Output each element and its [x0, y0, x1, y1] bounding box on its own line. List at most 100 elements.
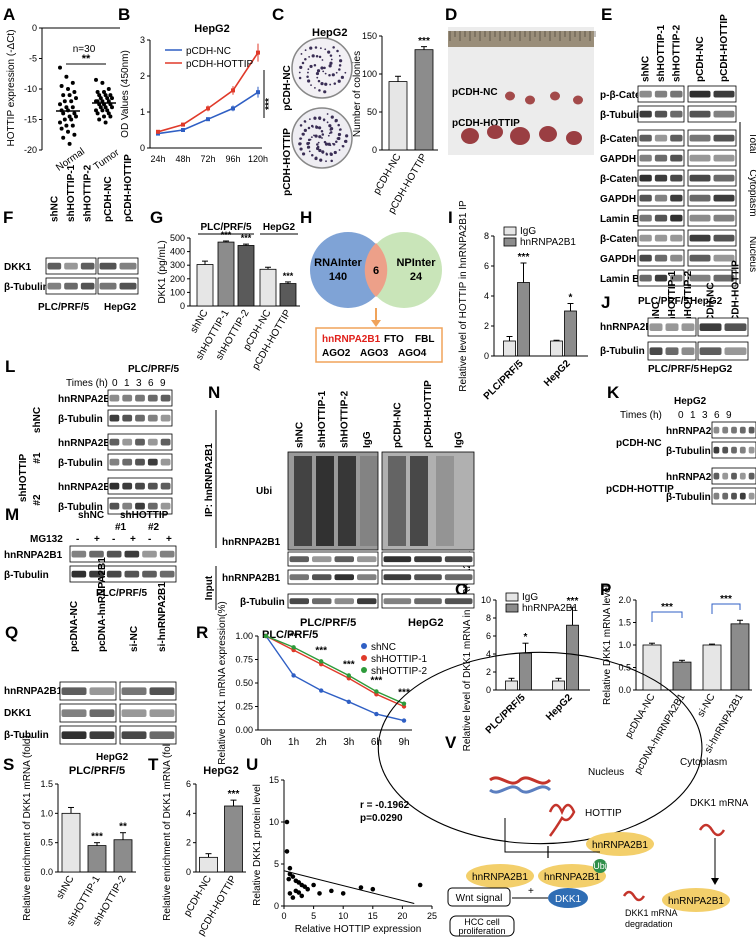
r-ylabel: Relative DKK1 mRNA expression(%): [217, 601, 228, 764]
f-col-label: shHOTTIP-2: [83, 164, 94, 222]
k-blot-band: [739, 446, 746, 454]
r-series-line-1: [265, 635, 405, 708]
o-x-label: PLC/PRF/5: [484, 692, 528, 736]
a-point: [106, 99, 111, 104]
j-blot-right-band: [699, 323, 722, 331]
l-blot-band: [160, 394, 171, 402]
r-y-tick-label: 0.50: [235, 678, 253, 688]
a-point: [64, 74, 69, 79]
q-blot-right-band: [149, 687, 175, 695]
q-blot-left-band: [89, 731, 115, 739]
q-blot-left-frame: [59, 681, 117, 701]
venn-overlap-lens: [364, 243, 388, 297]
e-blot-left-band: [670, 234, 683, 242]
label-hcc-2: proliferation: [458, 926, 505, 936]
g-y-tick-label: 200: [170, 274, 185, 284]
n-ip-label: IP: hnRNPA2B1: [204, 443, 215, 517]
tumor-photo: pCDH-NC pCDH-HOTTIP: [448, 27, 596, 155]
q-blot-left-frame: [59, 703, 117, 723]
colony-dot: [338, 54, 341, 57]
colony-dot: [324, 48, 327, 51]
b-point: [206, 117, 210, 122]
e-row-label: β-Catenin: [600, 134, 646, 145]
colony-dot: [329, 152, 333, 156]
k-blot-band: [713, 446, 720, 454]
colony-dot: [298, 76, 302, 80]
colony-dot: [304, 49, 307, 52]
l-blot-band: [147, 502, 158, 510]
j-blot-right-band: [724, 323, 747, 331]
a-point: [97, 117, 102, 122]
u-point: [286, 876, 292, 882]
q-blot-left-band: [61, 709, 87, 717]
m-blot-band: [106, 550, 122, 558]
a-y-tick-label: -5: [29, 54, 37, 64]
u-y-tick-label: 10: [269, 817, 279, 827]
a-point: [98, 96, 103, 101]
a-point: [95, 90, 100, 95]
colony-dot: [311, 154, 314, 157]
c-plate-label-hottip: pCDH-HOTTIP: [282, 128, 293, 196]
j-blot-left-band: [665, 323, 679, 331]
e-blot-right-frame: [687, 105, 737, 123]
schematic-arrowhead-1: [711, 878, 719, 885]
colony-dot: [306, 146, 309, 149]
i-legend-label: IgG: [520, 226, 536, 237]
r-series-line-0: [265, 635, 405, 722]
colony-dot: [335, 140, 338, 144]
r-sig: ***: [343, 659, 355, 670]
a-point: [110, 96, 114, 101]
r-x-label: 0h: [260, 737, 271, 748]
b-point: [206, 106, 210, 111]
b-sig: ***: [264, 98, 275, 110]
l-blot-band: [160, 414, 171, 422]
e-blot-right-band: [689, 214, 711, 222]
colony-dot: [307, 68, 310, 71]
n-blot-ip-right-band: [414, 556, 442, 563]
u-point: [417, 882, 423, 888]
k-blot-band: [748, 426, 755, 434]
wnt-signal-box: [447, 887, 511, 907]
s-y-tick-label: 0.0: [40, 867, 53, 877]
colony-dot: [309, 64, 313, 69]
a-point: [59, 83, 64, 88]
p-ylabel: Relative DKK1 mRNA level: [602, 585, 613, 705]
a-point: [72, 111, 77, 116]
q-blot-left-band: [89, 687, 115, 695]
venn-circle-rnainter: [310, 232, 386, 308]
protein-hnrnpa2b1-c: [538, 864, 606, 888]
f-blot-left-band: [80, 262, 95, 270]
t-ylabel: Relative enrichment of DKK1 mRNA (fold): [162, 735, 173, 921]
a-sig: **: [82, 53, 91, 65]
u-fit-line: [283, 870, 415, 904]
label-degradation-1: DKK1 mRNA: [625, 908, 678, 918]
f-footer-1: PLC/PRF/5: [38, 302, 90, 313]
colony-dot: [310, 84, 312, 86]
g-group-2: HepG2: [263, 222, 296, 233]
a-y-tick-label: 0: [32, 23, 37, 33]
g-sig: ***: [241, 233, 252, 243]
schematic-line-1: [504, 818, 600, 853]
l-blot-band: [160, 438, 171, 446]
e-blot-left-band: [654, 254, 668, 262]
colony-dot: [308, 118, 311, 121]
k-times-label: Times (h): [620, 410, 662, 421]
m-row-label: hnRNPA2B1: [4, 550, 63, 561]
l-blot-band: [147, 414, 158, 422]
g-group-1: PLC/PRF/5: [200, 222, 252, 233]
venn-arrowhead: [371, 320, 381, 327]
b-point: [256, 50, 260, 55]
tumor-hottip: [539, 126, 557, 142]
r-legend-marker: [361, 655, 367, 661]
a-point: [100, 108, 105, 113]
q-col-label: si-NC: [129, 626, 140, 652]
k-blot-band: [713, 492, 720, 500]
colony-dot: [319, 47, 322, 50]
n-col-label: pCDH-NC: [392, 402, 403, 448]
a-point: [62, 99, 67, 104]
u-ylabel: Relative DKK1 protein level: [252, 784, 263, 906]
a-point: [66, 129, 70, 134]
n-blot-input1-right-band: [383, 574, 412, 581]
k-time: 9: [726, 410, 732, 421]
e-blot-right-band: [689, 154, 711, 162]
